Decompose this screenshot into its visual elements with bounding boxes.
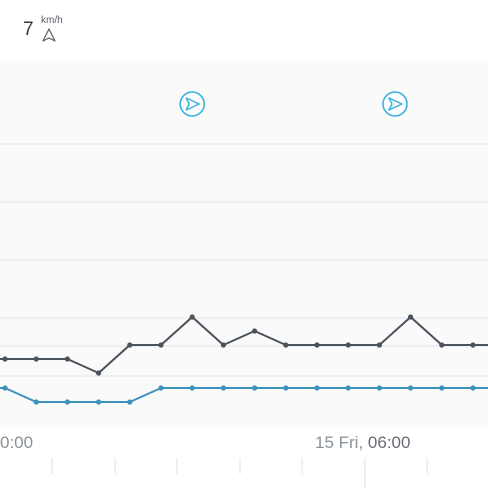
time-label-right: 15 Fri, 06:00 [315,433,410,453]
dark-series-point-5[interactable] [158,342,164,348]
blue-series-point-12[interactable] [376,385,382,391]
blue-series-point-11[interactable] [345,385,351,391]
blue-series-point-0[interactable] [2,385,8,391]
grid-lines [0,143,488,377]
blue-series-point-7[interactable] [220,385,226,391]
direction-arrow-circle-icon [179,91,205,117]
dark-series-line [0,316,488,374]
line-chart [0,91,488,405]
wind-speed-value: 7 [23,19,34,40]
dark-series-point-10[interactable] [314,342,320,348]
marker-layer [179,91,408,117]
blue-series-point-13[interactable] [408,385,414,391]
blue-series-point-3[interactable] [96,399,102,405]
dark-series-point-15[interactable] [470,342,476,348]
time-axis-ticks [0,458,488,488]
blue-series-point-1[interactable] [33,399,39,405]
dark-series-point-0[interactable] [2,356,8,362]
dark-series-point-2[interactable] [64,356,70,362]
tick-marks [51,458,428,488]
dark-series-point-3[interactable] [96,370,102,376]
wind-speed-unit: km/h [41,15,63,26]
blue-series-point-9[interactable] [283,385,289,391]
series-layer [0,314,488,405]
dark-series-point-12[interactable] [376,342,382,348]
direction-arrow-circle-icon [382,91,408,117]
blue-series-point-15[interactable] [470,385,476,391]
blue-series-point-5[interactable] [158,385,164,391]
blue-series-line [0,387,488,403]
dark-series-point-11[interactable] [345,342,351,348]
blue-series-point-2[interactable] [64,399,70,405]
blue-series-point-6[interactable] [189,385,195,391]
dark-series-point-8[interactable] [252,328,258,334]
time-label-left: 0:00 [0,433,34,452]
dark-series-point-13[interactable] [408,314,414,320]
navigation-arrow-icon [41,27,57,43]
dark-series-point-14[interactable] [439,342,445,348]
blue-series-point-14[interactable] [439,385,445,391]
blue-series-point-8[interactable] [252,385,258,391]
dark-series-point-9[interactable] [283,342,289,348]
dark-series-point-1[interactable] [33,356,39,362]
dark-series-point-4[interactable] [127,342,133,348]
dark-series-point-6[interactable] [189,314,195,320]
chart-area[interactable] [0,60,488,428]
blue-series-point-4[interactable] [127,399,133,405]
dark-series-point-7[interactable] [220,342,226,348]
time-label-day: 15 Fri, [315,433,368,452]
time-label-hour: 06:00 [367,433,411,452]
blue-series-point-10[interactable] [314,385,320,391]
time-axis-labels: 0:00 15 Fri, 06:00 [0,428,488,458]
wind-summary: 7 km/h [0,0,488,60]
